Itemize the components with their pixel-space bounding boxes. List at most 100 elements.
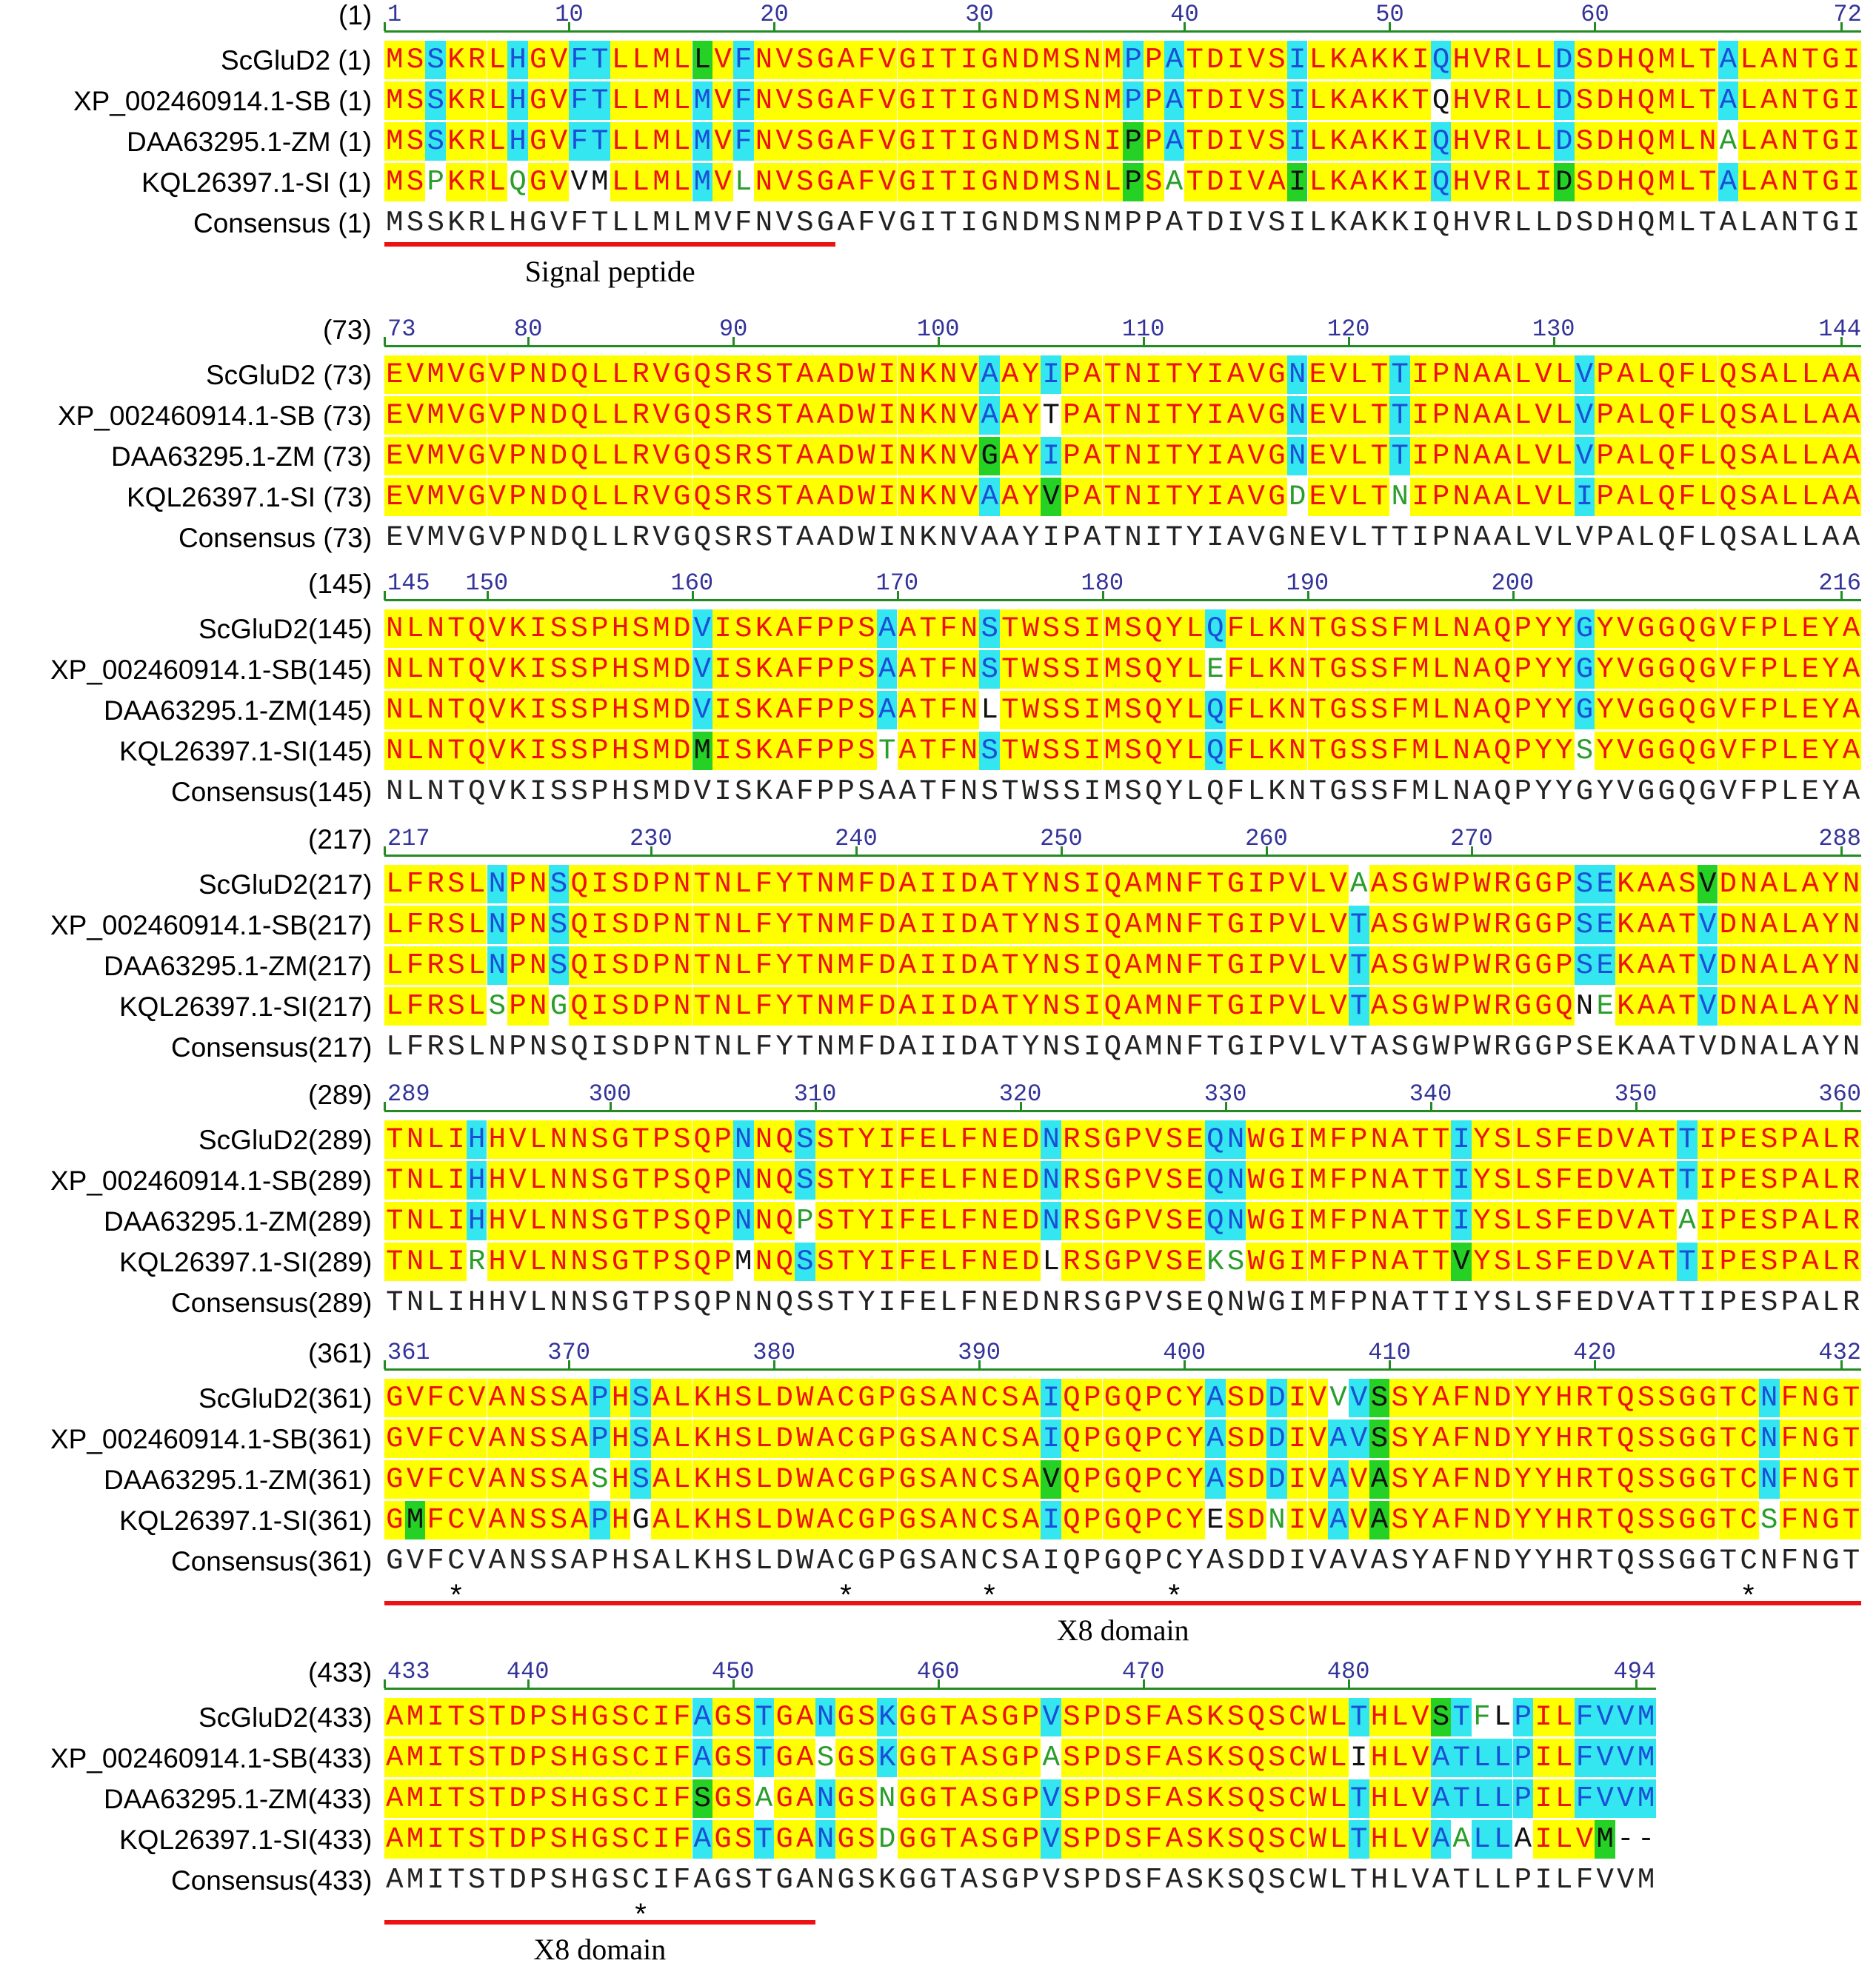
residue-cell: S xyxy=(979,1820,1000,1859)
residue-cell: N xyxy=(815,906,836,944)
residue-cell: V xyxy=(404,478,426,516)
residue-cell: S xyxy=(1758,1161,1780,1200)
residue-cell: L xyxy=(1635,478,1657,516)
consensus-residue: T xyxy=(1452,1864,1470,1896)
residue-cell: G xyxy=(550,990,568,1023)
consensus-residue: K xyxy=(693,1545,712,1577)
residue-cell: N xyxy=(1575,990,1594,1023)
residue-cell: L xyxy=(1512,355,1534,394)
residue-cell: N xyxy=(815,1820,836,1859)
residue-cell: T xyxy=(938,1820,959,1859)
residue-cell: G xyxy=(897,1779,918,1818)
residue-cell: T xyxy=(1430,1120,1452,1159)
residue-cell: F xyxy=(1779,1379,1800,1417)
residue-cell: L xyxy=(671,1460,692,1499)
residue-cell: M xyxy=(1410,691,1431,729)
residue-cell: S xyxy=(1000,1501,1021,1539)
residue-cell: S xyxy=(1123,691,1144,729)
residue-cell: Y xyxy=(856,1120,877,1159)
consensus-residue: T xyxy=(1698,207,1717,239)
consensus-residue: I xyxy=(530,775,547,808)
residue-cell: S xyxy=(1184,1820,1205,1859)
consensus-residue: M xyxy=(1309,1286,1327,1319)
residue-cell: Q xyxy=(1205,1161,1226,1200)
residue-cell: I xyxy=(876,396,898,435)
consensus-residue: M xyxy=(406,1864,424,1896)
residue-cell: D xyxy=(671,650,692,689)
residue-cell: S xyxy=(569,691,590,729)
residue-cell: G xyxy=(1820,81,1841,120)
consensus-residue: I xyxy=(1288,207,1306,239)
residue-cell: I xyxy=(1410,396,1431,435)
residue-cell: V xyxy=(446,355,467,394)
residue-cell: L xyxy=(1820,1120,1841,1159)
residue-cell: M xyxy=(384,163,405,201)
residue-cell: S xyxy=(1575,735,1594,767)
residue-cell: S xyxy=(1061,81,1082,120)
consensus-residue: S xyxy=(1740,521,1758,554)
consensus-residue: A xyxy=(1493,521,1512,554)
residue-cell: M xyxy=(384,122,405,161)
residue-cell: P xyxy=(1123,1202,1144,1240)
residue-cell: V xyxy=(1574,437,1595,475)
consensus-residue: L xyxy=(1637,521,1655,554)
consensus-residue: S xyxy=(735,1864,752,1896)
conserved-cysteine-star: * xyxy=(984,1579,995,1611)
residue-cell: V xyxy=(1718,732,1739,770)
residue-cell: L xyxy=(487,41,508,79)
residue-cell: S xyxy=(446,865,467,903)
residue-cell: I xyxy=(1286,163,1308,201)
residue-cell: V xyxy=(1410,1739,1431,1777)
residue-cell: L xyxy=(1389,1820,1410,1859)
residue-cell: G xyxy=(897,1379,918,1417)
residue-cell: V xyxy=(1574,1820,1595,1859)
residue-cell: R xyxy=(1061,1161,1082,1200)
consensus-residue: F xyxy=(570,207,588,239)
residue-cell: V xyxy=(1615,650,1636,689)
residue-cell: T xyxy=(487,1739,508,1777)
residue-cell: N xyxy=(938,478,959,516)
residue-cell: L xyxy=(1738,122,1759,161)
residue-cell: T xyxy=(1348,987,1369,1026)
residue-cell: S xyxy=(979,609,1000,648)
residue-cell: G xyxy=(1266,1202,1287,1240)
residue-cell: G xyxy=(897,41,918,79)
residue-cell: K xyxy=(1369,163,1390,201)
residue-cell: I xyxy=(918,163,938,201)
residue-cell: T xyxy=(1595,1379,1615,1417)
consensus-residue: I xyxy=(1042,1545,1060,1577)
ruler-tick xyxy=(384,1102,386,1111)
residue-cell: H xyxy=(610,691,631,729)
residue-cell: N xyxy=(1840,906,1862,944)
residue-cell: L xyxy=(527,1243,549,1281)
residue-cell: S xyxy=(548,1379,570,1417)
residue-cell: A xyxy=(958,1698,980,1736)
residue-cell: P xyxy=(712,1120,733,1159)
consensus-residue: N xyxy=(1452,775,1470,808)
residue-cell: K xyxy=(507,650,528,689)
residue-cell: A xyxy=(1430,1779,1452,1818)
consensus-residue: I xyxy=(1083,1031,1101,1063)
ruler-tick-label: 460 xyxy=(916,1658,960,1685)
residue-cell: G xyxy=(1102,1460,1124,1499)
residue-cell: D xyxy=(1102,1779,1124,1818)
residue-cell: A xyxy=(1389,1120,1410,1159)
residue-cell: I xyxy=(1041,437,1062,475)
residue-cell: Q xyxy=(1718,355,1739,394)
ruler-tick xyxy=(650,846,653,855)
residue-cell: E xyxy=(1000,1202,1021,1240)
residue-cell: N xyxy=(548,1120,570,1159)
residue-cell: L xyxy=(404,732,426,770)
residue-cell: S xyxy=(1738,355,1759,394)
residue-cell: T xyxy=(1595,1460,1615,1499)
residue-cell: N xyxy=(1800,1379,1820,1417)
residue-cell: Y xyxy=(1533,1501,1554,1539)
residue-cell: G xyxy=(1266,355,1287,394)
residue-cell: N xyxy=(1840,946,1862,985)
residue-cell: V xyxy=(404,437,426,475)
residue-cell: E xyxy=(1574,1120,1595,1159)
residue-cell: P xyxy=(712,1243,733,1281)
residue-cell: T xyxy=(1840,1501,1862,1539)
residue-cell: A xyxy=(1800,1202,1820,1240)
consensus-residue: D xyxy=(672,775,691,808)
